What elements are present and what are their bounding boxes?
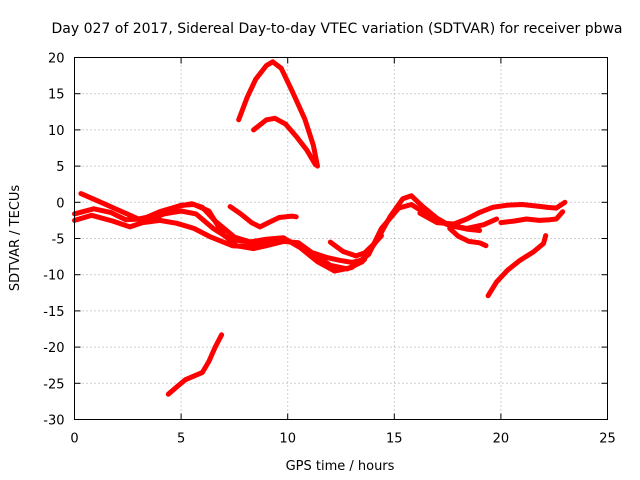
satellite-track-14	[310, 250, 367, 265]
satellite-track-6	[236, 59, 320, 169]
y-axis-title: SDTVAR / TECUs	[8, 185, 23, 292]
y-tick-label: -25	[43, 377, 64, 392]
y-tick-label: -20	[43, 341, 64, 356]
x-tick-label: 10	[279, 432, 296, 447]
y-tick-label: 0	[56, 196, 64, 211]
plot-frame	[74, 57, 608, 420]
plot-area	[72, 59, 568, 397]
y-tick-label: -30	[43, 414, 64, 429]
satellite-track-8	[165, 332, 225, 397]
y-tick-label: 15	[48, 88, 65, 103]
y-tick-label: -10	[43, 269, 64, 284]
y-tick-label: -15	[43, 305, 64, 320]
satellite-track-3	[72, 201, 282, 247]
satellite-track-11	[447, 225, 489, 249]
satellite-track-13	[327, 233, 384, 259]
axis-ticks: 0 5 10 15 20 25 -30 -25 -20 -15 -10 -5 0 5 10 15 20	[43, 52, 616, 447]
y-tick-label: 10	[48, 124, 65, 139]
y-tick-label: -5	[52, 233, 65, 248]
y-tick-label: 20	[48, 52, 65, 67]
satellite-track-5	[227, 204, 299, 230]
satellite-track-9	[485, 233, 549, 299]
chart-title: Day 027 of 2017, Sidereal Day-to-day VTE…	[51, 21, 622, 37]
x-tick-label: 0	[70, 432, 78, 447]
x-tick-label: 15	[386, 432, 403, 447]
x-tick-label: 25	[599, 432, 616, 447]
x-axis-title: GPS time / hours	[286, 459, 395, 474]
x-tick-label: 5	[177, 432, 185, 447]
satellite-track-7	[251, 115, 318, 168]
satellite-track-12	[498, 209, 566, 226]
y-tick-label: 5	[56, 160, 64, 175]
x-tick-label: 20	[493, 432, 510, 447]
grid	[74, 57, 608, 420]
satellite-track-10	[417, 199, 568, 227]
satellite-track-1	[78, 191, 483, 272]
satellite-track-4	[140, 217, 261, 249]
